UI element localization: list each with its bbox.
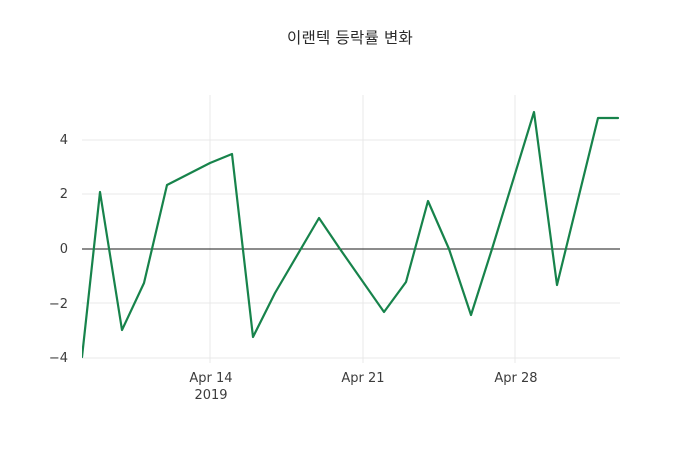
x-axis-tick-label-apr-14: Apr 14 2019 [151,370,271,404]
y-axis-tick-label-minus-4: −4 [48,351,68,366]
vertical-gridlines [209,95,516,363]
line-chart-svg [82,95,620,363]
x-tick-primary-apr-28: Apr 28 [494,371,538,386]
x-tick-primary-apr-14: Apr 14 [189,371,233,386]
y-axis-tick-label-2: 2 [59,187,68,202]
x-tick-year-2019: 2019 [194,388,228,403]
y-axis-tick-label-minus-2: −2 [48,297,68,312]
plot-area [82,95,620,363]
chart-title: 이랜텍 등락률 변화 [287,29,413,47]
x-axis-tick-label-apr-21: Apr 21 [303,370,423,387]
horizontal-gridlines [82,139,620,359]
y-axis-tick-label-0: 0 [59,242,68,257]
x-axis-tick-label-apr-28: Apr 28 [456,370,576,387]
x-tick-primary-apr-21: Apr 21 [341,371,385,386]
y-axis-tick-label-4: 4 [59,133,68,148]
data-series-line [82,110,620,359]
